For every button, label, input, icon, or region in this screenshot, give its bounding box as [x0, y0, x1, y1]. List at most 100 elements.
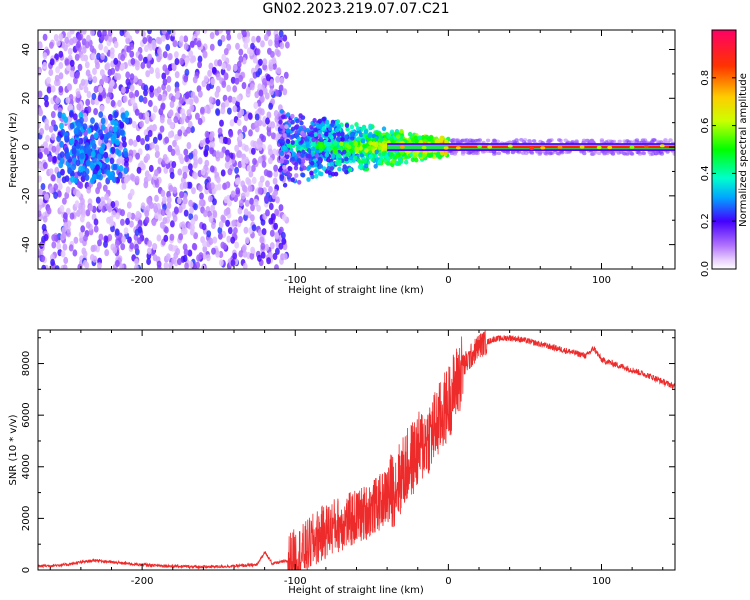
spectrogram-cell [114, 240, 120, 248]
spectrogram-cell [102, 133, 108, 141]
spectrogram-cell [40, 183, 46, 191]
spectrogram-cell [182, 181, 188, 189]
spectrogram-cell [182, 197, 188, 205]
spectrogram-cell [142, 56, 148, 64]
spectrogram-cell [157, 213, 163, 221]
spectrogram-cell [129, 242, 135, 250]
spectrogram-cell [269, 229, 275, 237]
spectrogram-cell [57, 190, 62, 198]
spectrogram-cell [74, 71, 80, 79]
spectrogram-cell [117, 171, 123, 179]
spectrogram-cell [156, 55, 162, 63]
spectrogram-cell [563, 138, 568, 143]
spectrogram-cell [268, 186, 273, 194]
spectrogram-cell [274, 89, 280, 97]
spectrogram-cell [256, 138, 262, 146]
spectrogram-cell [62, 264, 68, 269]
spectrogram-cell [72, 249, 78, 257]
spectrogram-cell [183, 75, 189, 83]
spectrogram-cell [81, 171, 87, 178]
spectrogram-cell [58, 85, 64, 93]
spectrogram-cell [443, 146, 449, 150]
spectrogram-cell [257, 68, 263, 76]
spectrogram-cell [184, 262, 189, 269]
spectrogram-cell [212, 210, 218, 218]
spectrogram-cell [184, 68, 190, 76]
spectrogram-cell [71, 147, 77, 155]
spectrogram-cell [38, 107, 43, 115]
spectrogram-cell [348, 141, 354, 146]
spectrogram-cell [163, 262, 169, 269]
spectrogram-cell [91, 52, 96, 61]
spectrogram-cell [389, 129, 395, 135]
spectrogram-cell [69, 138, 75, 145]
spectrogram-cell [77, 33, 82, 42]
spectrogram-cell [220, 214, 226, 222]
spectrogram-cell [271, 192, 277, 200]
spectrogram-cell [463, 140, 469, 144]
spectrogram-cell [672, 152, 675, 156]
spectrogram-cell [270, 50, 275, 59]
spectrogram-cell [290, 177, 295, 183]
spectrogram-cell [616, 151, 621, 155]
spectrogram-cell [145, 153, 151, 161]
spectrogram-cell [46, 207, 52, 215]
spectrogram-cell [546, 138, 552, 143]
spectrogram-cell [191, 187, 196, 195]
spectrogram-cell [112, 246, 118, 254]
spectrogram-cell [80, 78, 86, 86]
spectrogram-cell [188, 260, 194, 268]
spectrogram-cell [298, 113, 303, 118]
spectrogram-cell [313, 169, 318, 174]
spectrogram-cell [282, 253, 288, 261]
spectrogram-cell [200, 168, 206, 176]
spectrogram-cell [122, 140, 127, 148]
spectrogram-cell [362, 143, 367, 148]
spectrogram-cell [203, 150, 209, 158]
spectrogram-cell [108, 81, 114, 89]
spectrogram-cell [223, 72, 229, 80]
spectrogram-cell [144, 111, 150, 119]
spectrogram-cell [234, 241, 240, 249]
spectrogram-cell [67, 167, 72, 175]
spectrogram-cell [179, 57, 184, 66]
spectrogram-cell [312, 118, 317, 123]
spectrogram-cell [345, 126, 350, 132]
spectrogram-cell [206, 182, 212, 190]
spectrogram-cell [163, 234, 169, 242]
spectrogram-cell [50, 133, 56, 141]
spectrogram-cell [147, 173, 152, 182]
spectrogram-cell [290, 134, 295, 140]
spectrogram-cell [63, 256, 69, 264]
spectrogram-cell [216, 176, 221, 184]
spectrogram-cell [379, 155, 384, 161]
spectrogram-cell [147, 129, 153, 138]
spectrogram-cell [507, 144, 513, 148]
spectrogram-cell [559, 150, 565, 155]
spectrogram-cell [186, 109, 192, 117]
colorbar-tick-label: 0.2 [700, 213, 711, 229]
spectrogram-cell [179, 191, 184, 199]
spectrogram-cell [198, 184, 203, 192]
spectrogram-cell [165, 33, 171, 41]
spectrogram-cell [399, 150, 405, 155]
spectrogram-cell [294, 173, 299, 178]
spectrogram-cell [629, 145, 635, 149]
spectrogram-cell [335, 127, 340, 133]
spectrogram-cell [55, 144, 61, 153]
spectrogram-cell [183, 148, 189, 156]
spectrogram-xtick-label: -200 [131, 275, 154, 286]
spectrogram-cell [205, 254, 211, 262]
spectrogram-cell [149, 85, 155, 93]
spectrogram-cell [344, 123, 350, 128]
spectrogram-cell [274, 33, 280, 42]
spectrogram-cell [135, 210, 141, 218]
spectrogram-cell [188, 152, 194, 160]
spectrogram-cell [204, 144, 210, 152]
spectrogram-cell [90, 245, 96, 253]
spectrogram-cell [386, 161, 391, 166]
spectrogram-cell [113, 57, 119, 65]
spectrogram-cell [470, 138, 475, 143]
spectrogram-cell [329, 161, 335, 167]
